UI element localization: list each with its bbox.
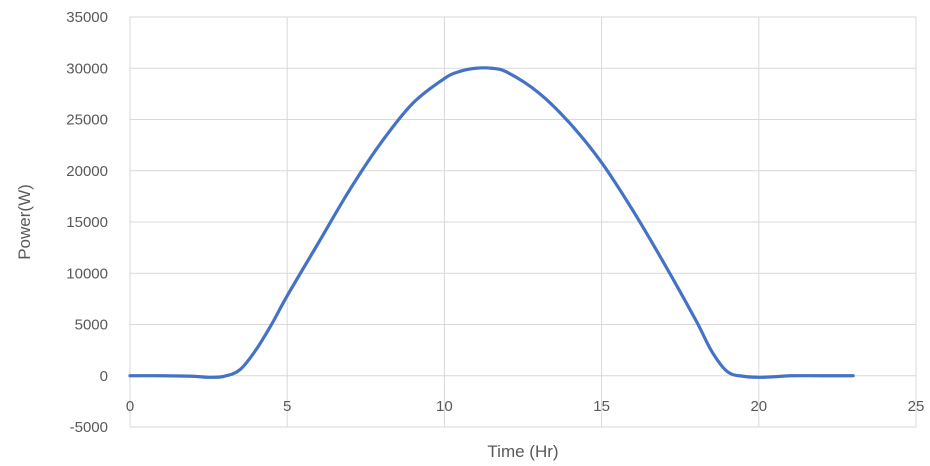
x-tick-label: 10 [436, 398, 453, 415]
y-tick-label: 5000 [75, 317, 108, 334]
tick-labels: -5000 0 5000 10000 15000 20000 25000 30000 35000… [66, 9, 924, 436]
grid-lines [129, 16, 917, 428]
x-tick-label: 20 [750, 398, 767, 415]
y-tick-label: 0 [100, 368, 108, 385]
x-axis-title: Time (Hr) [487, 442, 558, 461]
x-tick-label: 5 [283, 398, 291, 415]
plot-area-border [129, 16, 917, 428]
y-tick-label: 30000 [66, 60, 108, 77]
x-tick-label: 15 [593, 398, 610, 415]
y-tick-label: 15000 [66, 214, 108, 231]
y-tick-label: 20000 [66, 163, 108, 180]
y-tick-label: 35000 [66, 9, 108, 26]
y-tick-label: 25000 [66, 112, 108, 129]
series-line-power [128, 66, 855, 379]
y-tick-label: -5000 [70, 419, 108, 436]
x-tick-label: 25 [908, 398, 925, 415]
y-axis-title: Power(W) [15, 184, 34, 260]
y-tick-label: 10000 [66, 265, 108, 282]
x-tick-label: 0 [126, 398, 134, 415]
